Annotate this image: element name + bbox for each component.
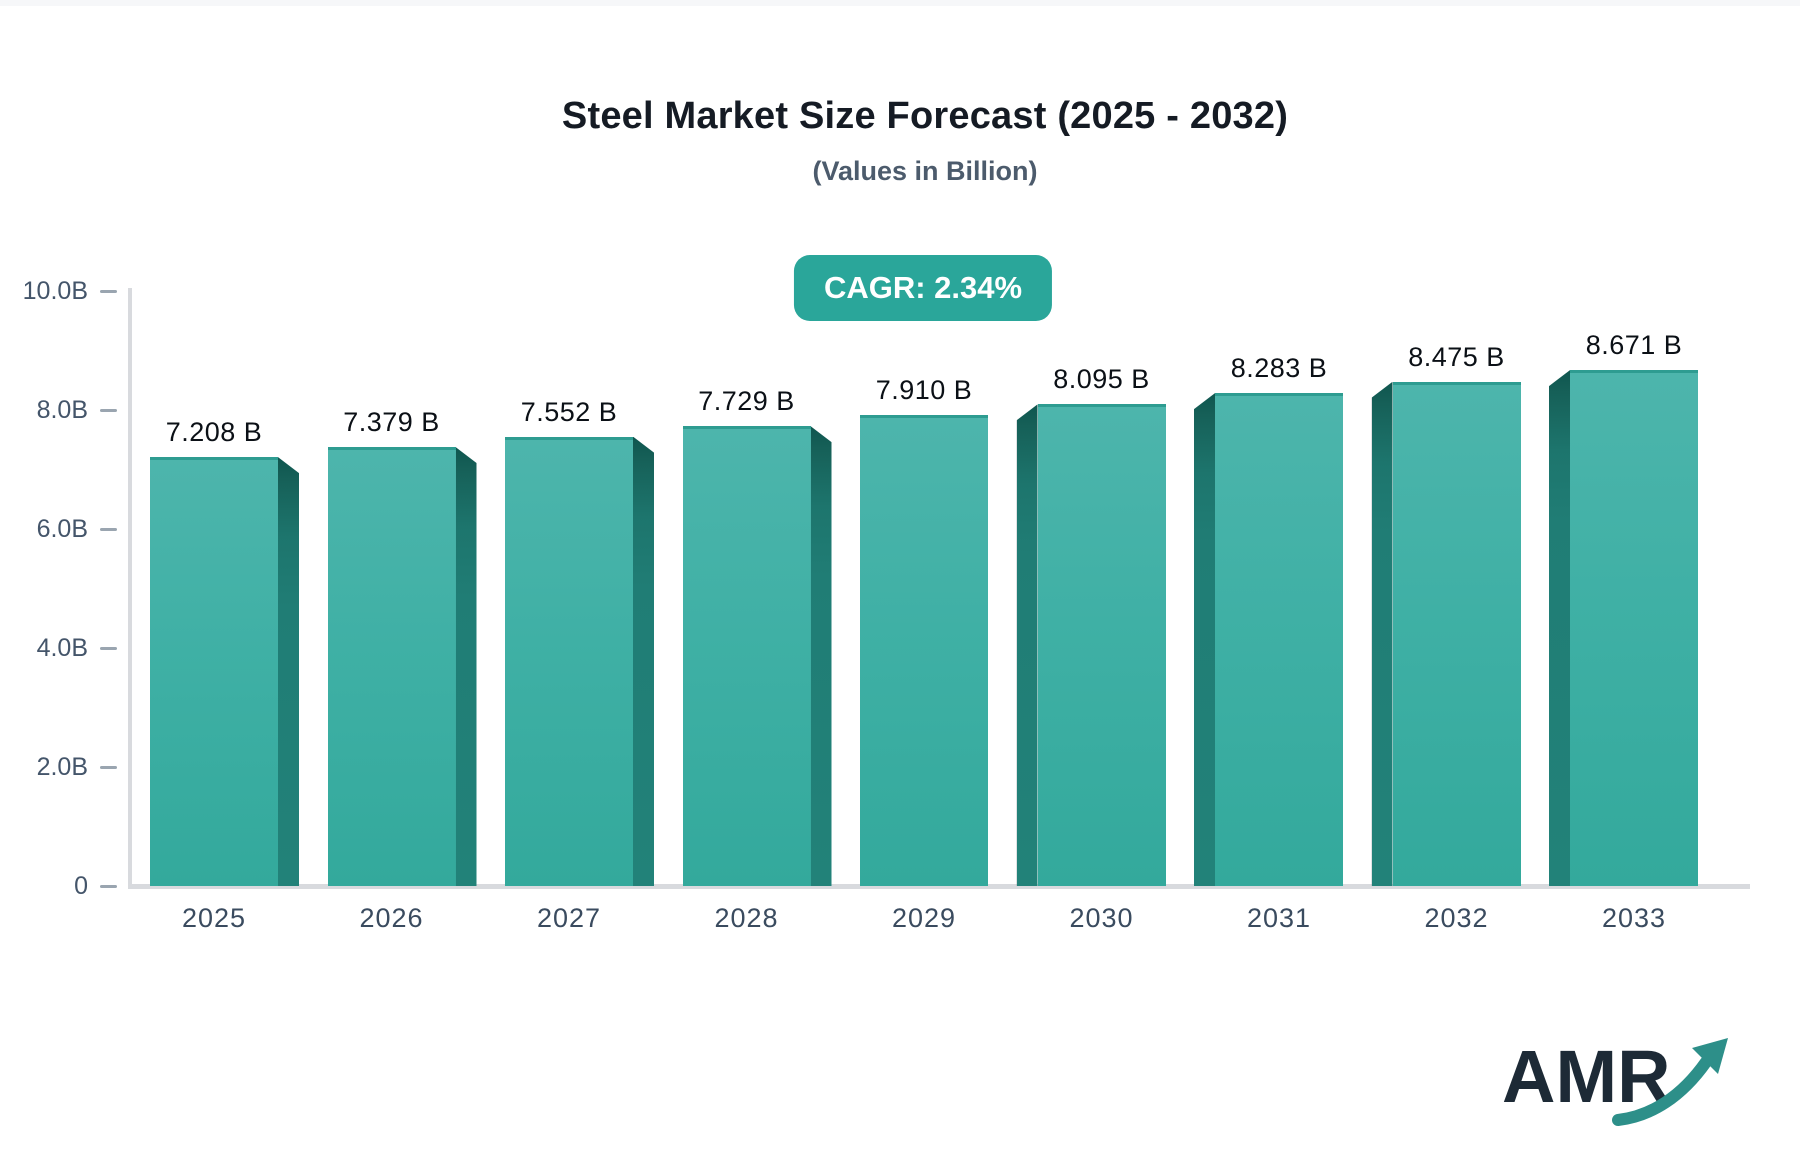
x-axis-label: 2032 [1424, 903, 1489, 933]
bar-face [860, 415, 988, 886]
y-tick-mark [100, 646, 117, 650]
bar-value-label: 8.671 B [1585, 330, 1683, 361]
y-tick-label: 2.0B [36, 753, 88, 781]
y-tick-mark [100, 408, 117, 412]
bar-face [682, 426, 811, 886]
y-tick-mark [100, 884, 117, 888]
x-axis-label: 2030 [1069, 903, 1134, 933]
bar-side [455, 446, 477, 886]
chart-header: Steel Market Size Forecast (2025 - 2032)… [50, 0, 1800, 188]
bar-face [505, 436, 633, 886]
bar-face [1037, 404, 1166, 886]
bar-value-label: 7.910 B [875, 375, 973, 406]
y-tick-label: 8.0B [36, 396, 88, 424]
chart-subtitle: (Values in Billion) [812, 156, 1038, 186]
cagr-badge: CAGR: 2.34% [793, 255, 1053, 321]
bar-value-label: 7.379 B [343, 406, 440, 437]
amr-logo: AMR [1502, 1035, 1728, 1126]
y-tick-label: 6.0B [36, 515, 88, 543]
bar-side [810, 426, 832, 886]
x-axis-label: 2028 [714, 903, 779, 933]
bar-side [1194, 393, 1215, 886]
bar-side [1549, 370, 1570, 886]
x-axis-label: 2029 [891, 903, 957, 933]
logo-text: AMR [1502, 1035, 1671, 1118]
x-axis-label: 2027 [536, 903, 602, 933]
bar-value-label: 7.552 B [520, 396, 618, 427]
y-axis-line [128, 288, 132, 886]
x-axis-label: 2031 [1246, 903, 1312, 933]
y-tick-label: 0 [74, 872, 88, 900]
bar-face [1215, 393, 1343, 886]
top-border-strip [0, 0, 1800, 6]
x-axis-label: 2033 [1601, 903, 1667, 933]
bar-side [1371, 381, 1393, 886]
bar-face [150, 457, 278, 886]
bar-value-label: 8.283 B [1230, 353, 1328, 384]
bar-value-label: 8.095 B [1053, 364, 1150, 395]
bar-value-label: 8.475 B [1408, 341, 1505, 372]
bar-face [327, 446, 456, 886]
bar-value-label: 7.729 B [698, 386, 795, 417]
bar-side [1016, 404, 1038, 886]
y-tick-mark [100, 289, 117, 293]
x-axis-line [128, 884, 1750, 889]
bar-value-label: 7.208 B [165, 417, 263, 448]
bar-face [1570, 370, 1698, 886]
logo-arrow-icon [1612, 1038, 1728, 1126]
y-tick-label: 4.0B [36, 634, 88, 662]
y-tick-mark [100, 765, 117, 769]
x-axis-label: 2026 [359, 903, 424, 933]
y-tick-mark [100, 527, 117, 531]
y-tick-label: 10.0B [22, 277, 88, 305]
chart-title: Steel Market Size Forecast (2025 - 2032) [561, 95, 1289, 137]
bar-side [278, 457, 299, 886]
bar-side [633, 436, 654, 886]
bar-face [1392, 381, 1521, 886]
x-axis-label: 2025 [181, 903, 247, 933]
